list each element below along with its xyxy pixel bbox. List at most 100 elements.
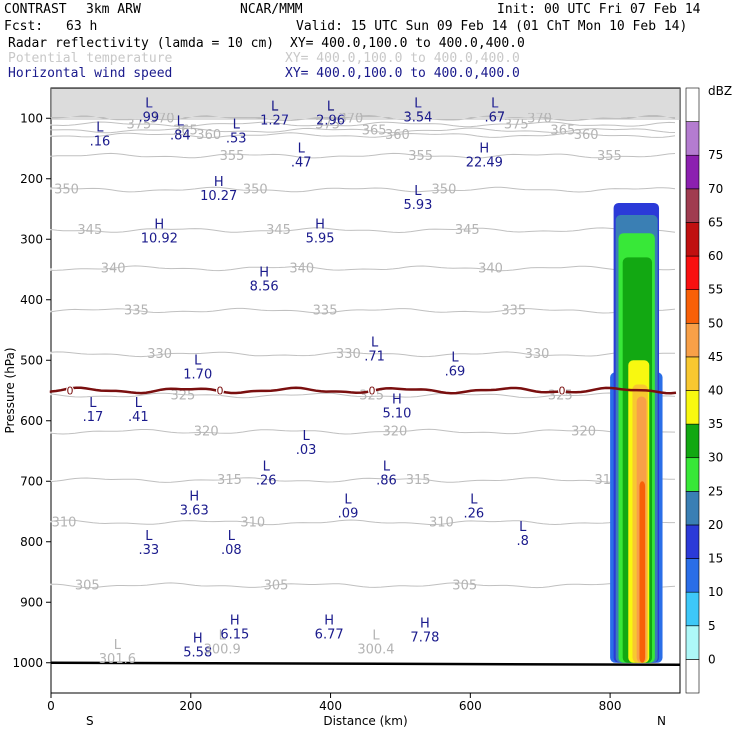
colorbar-level-label: 15	[708, 552, 723, 566]
theta-contour-label: 370	[338, 111, 363, 126]
theta-contour-label: 375	[126, 117, 151, 132]
wind-extremum-letter: L	[327, 99, 335, 114]
theta-contour	[50, 428, 676, 435]
wind-extremum-letter: L	[383, 459, 391, 474]
colorbar-level-label: 25	[708, 484, 723, 498]
wind-extremum-letter: H	[214, 175, 224, 190]
theta-contour	[50, 519, 675, 526]
x-tick-label: 400	[319, 699, 342, 713]
wind-extremum-letter: L	[344, 493, 352, 508]
wind-extremum-value: 22.49	[466, 156, 503, 171]
theta-contour-label: 350	[243, 183, 268, 198]
theta-contour-label: 320	[382, 425, 407, 440]
colorbar-swatch	[685, 659, 700, 694]
wind-extremum-value: .26	[256, 473, 277, 488]
wind-extremum-letter: L	[233, 117, 241, 132]
wind-extremum-value: .8	[517, 534, 529, 549]
theta-contour	[50, 227, 676, 234]
organization: NCAR/MMM	[240, 2, 303, 17]
init-time: Init: 00 UTC Fri 07 Feb 14	[497, 2, 701, 17]
wind-extremum-letter: L	[470, 493, 478, 508]
y-tick-label: 100	[20, 111, 43, 125]
theta-contour-label: 345	[455, 223, 480, 238]
wind-extremum-value: .71	[364, 349, 385, 364]
wind-extremum-letter: H	[315, 217, 325, 232]
north-label: N	[657, 714, 666, 728]
wind-extremum-letter: L	[145, 96, 153, 111]
field-theta-xy: XY= 400.0,100.0 to 400.0,400.0	[285, 51, 520, 66]
theta-contour-label: 370	[527, 111, 552, 126]
theta-contour-label: 315	[406, 473, 431, 488]
wind-extremum-value: 2.96	[316, 113, 345, 128]
theta-contour-label: 345	[77, 223, 102, 238]
y-tick-label: 200	[20, 172, 43, 186]
wind-extremum-letter: H	[189, 490, 199, 505]
wind-extremum-letter: L	[96, 120, 104, 135]
colorbar-level-label: 65	[708, 215, 723, 229]
colorbar-level-label: 60	[708, 249, 723, 263]
colorbar-level-label: 5	[708, 619, 716, 633]
theta-contour-label: 360	[574, 128, 599, 143]
theta-contour-label: 350	[432, 183, 457, 198]
theta-contour-label: 305	[452, 578, 477, 593]
wind-extremum-letter: L	[302, 429, 310, 444]
colorbar-level-label: 55	[708, 283, 723, 297]
theta-contour	[50, 392, 676, 399]
colorbar-swatch	[685, 356, 700, 391]
colorbar-swatch	[685, 423, 700, 459]
wind-extremum-letter: L	[145, 529, 153, 544]
wind-extremum-value: .08	[221, 543, 242, 558]
wind-extremum-value: 7.78	[410, 631, 439, 646]
forecast-label: Fcst:	[4, 19, 44, 34]
wind-extremum-letter: H	[392, 393, 402, 408]
wind-extremum-value: .69	[445, 364, 466, 379]
colorbar-level-label: 35	[708, 417, 723, 431]
y-tick-label: 1000	[12, 656, 43, 670]
wind-extremum-value: .16	[90, 134, 111, 149]
model-name: CONTRAST	[4, 2, 67, 17]
theta-contour	[50, 127, 676, 134]
valid-time: Valid: 15 UTC Sun 09 Feb 14 (01 ChT Mon …	[296, 19, 688, 34]
colorbar-level-label: 10	[708, 585, 723, 599]
colorbar-unit: dBZ	[708, 84, 732, 98]
theta-extremum-value: 301.6	[99, 652, 136, 667]
wind-extremum-value: .33	[139, 543, 160, 558]
wind-extremum-value: .41	[128, 410, 149, 425]
wind-extremum-letter: L	[271, 99, 279, 114]
colorbar-level-label: 30	[708, 451, 723, 465]
wind-extremum-letter: L	[89, 396, 97, 411]
wind-extremum-value: .67	[484, 110, 505, 125]
y-tick-label: 900	[20, 595, 43, 609]
theta-contour	[50, 307, 676, 314]
y-tick-label: 700	[20, 474, 43, 488]
wind-extremum-value: 1.27	[260, 113, 289, 128]
theta-contour-label: 315	[217, 473, 242, 488]
colorbar-swatch	[685, 457, 700, 492]
zero-isotherm-label-bg	[216, 385, 224, 396]
theta-contour-label: 370	[150, 111, 175, 126]
wind-extremum-value: 5.58	[183, 646, 212, 661]
wind-extremum-value: 10.27	[200, 189, 237, 204]
theta-contour-label: 335	[124, 304, 149, 319]
wind-extremum-letter: L	[228, 529, 236, 544]
theta-contour	[50, 115, 676, 122]
theta-contour-label: 340	[289, 261, 314, 276]
theta-contour	[50, 121, 676, 128]
theta-contour-label: 375	[315, 117, 340, 132]
theta-contour-label: 355	[220, 149, 245, 164]
zero-isotherm-label: 0	[67, 385, 74, 398]
wind-extremum-value: 6.15	[220, 628, 249, 643]
colorbar-level-label: 45	[708, 350, 723, 364]
wind-extremum-letter: L	[194, 353, 202, 368]
wind-extremum-letter: L	[298, 142, 306, 157]
zero-isotherm-label-bg	[558, 385, 566, 396]
south-label: S	[86, 714, 94, 728]
wind-extremum-value: 3.54	[403, 110, 432, 125]
zero-isotherm	[49, 386, 677, 395]
field-reflectivity-xy: XY= 400.0,100.0 to 400.0,400.0	[290, 36, 525, 51]
theta-contour	[50, 265, 676, 272]
theta-contour-label: 310	[429, 515, 454, 530]
y-tick-label: 500	[20, 353, 43, 367]
colorbar-swatch	[685, 390, 700, 425]
